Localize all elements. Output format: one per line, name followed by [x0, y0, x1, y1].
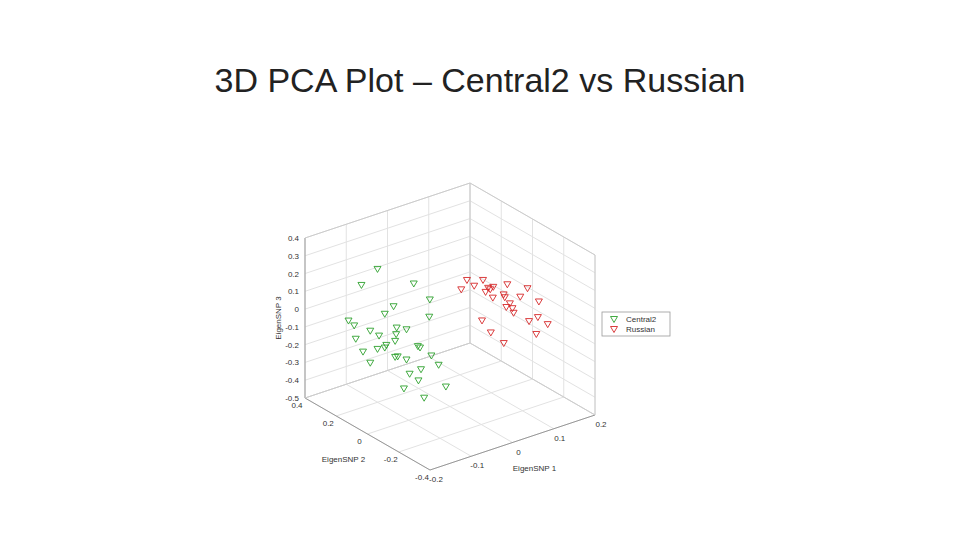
svg-text:-0.4: -0.4 [285, 376, 299, 385]
svg-text:-0.3: -0.3 [285, 358, 299, 367]
svg-text:0.4: 0.4 [291, 401, 303, 410]
svg-text:-0.2: -0.2 [384, 455, 398, 464]
svg-text:EigenSNP 1: EigenSNP 1 [513, 464, 557, 473]
svg-text:0.2: 0.2 [288, 270, 300, 279]
svg-text:3D PCA Plot – Central2 vs Russ: 3D PCA Plot – Central2 vs Russian [214, 61, 745, 99]
svg-text:0: 0 [295, 305, 300, 314]
svg-text:-0.1: -0.1 [285, 323, 299, 332]
svg-text:EigenSNP 3: EigenSNP 3 [274, 296, 283, 340]
svg-text:0.3: 0.3 [288, 252, 300, 261]
svg-text:0.1: 0.1 [554, 434, 566, 443]
svg-text:-0.2: -0.2 [429, 475, 443, 484]
svg-text:0.4: 0.4 [288, 234, 300, 243]
svg-text:-0.2: -0.2 [285, 341, 299, 350]
svg-text:-0.1: -0.1 [470, 461, 484, 470]
svg-text:Central2: Central2 [626, 315, 657, 324]
svg-text:0.2: 0.2 [323, 419, 335, 428]
svg-text:-0.5: -0.5 [285, 394, 299, 403]
svg-text:0: 0 [357, 437, 362, 446]
svg-text:EigenSNP 2: EigenSNP 2 [322, 455, 366, 464]
svg-text:-0.4: -0.4 [415, 473, 429, 482]
svg-text:0.1: 0.1 [288, 287, 300, 296]
svg-text:0: 0 [516, 448, 521, 457]
svg-text:0.2: 0.2 [595, 420, 607, 429]
svg-text:Russian: Russian [626, 325, 655, 334]
